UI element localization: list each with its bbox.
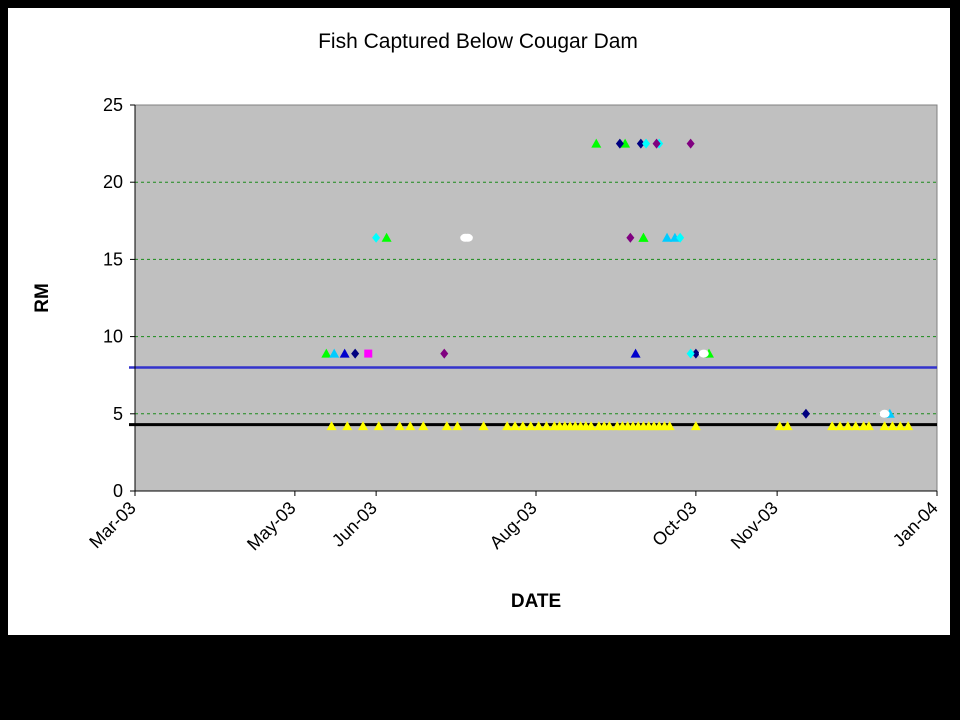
data-point-triangle (664, 421, 675, 431)
data-point-diamond (686, 138, 695, 149)
data-point-triangle (452, 421, 463, 431)
data-point-triangle (339, 348, 350, 358)
data-point-triangle (669, 232, 680, 242)
data-point-triangle (394, 421, 405, 431)
data-point-triangle (630, 348, 641, 358)
y-tick-label: 0 (113, 481, 123, 501)
x-tick-label: Oct-03 (648, 498, 700, 550)
data-point-triangle (502, 421, 513, 431)
data-point-triangle (604, 421, 615, 431)
data-point-circle (698, 349, 709, 358)
data-point-triangle (373, 421, 384, 431)
data-point-triangle (690, 421, 701, 431)
data-point-triangle (903, 421, 914, 431)
x-tick-label: May-03 (243, 498, 300, 555)
data-point-triangle (835, 421, 846, 431)
y-tick-label: 20 (103, 172, 123, 192)
data-point-diamond (636, 138, 645, 149)
data-point-triangle (782, 421, 793, 431)
data-point-circle (879, 409, 890, 418)
chart-panel: Fish Captured Below Cougar Dam 0 5 10 15 20 2… (8, 8, 950, 635)
scatter-chart: Fish Captured Below Cougar Dam 0 5 10 15 20 2… (32, 30, 942, 612)
data-point-triangle (381, 232, 392, 242)
data-point-diamond (642, 138, 651, 149)
data-point-triangle (774, 421, 785, 431)
data-point-triangle (329, 348, 340, 358)
data-point-circle (462, 233, 473, 242)
x-tick-label: Jan-04 (889, 498, 942, 551)
data-point-triangle (895, 421, 906, 431)
data-point-triangle (850, 421, 861, 431)
x-tick-label: Nov-03 (727, 498, 782, 553)
data-point-triangle (842, 421, 853, 431)
data-point-triangle (405, 421, 416, 431)
data-point-triangle (827, 421, 838, 431)
data-point-diamond (691, 348, 700, 359)
reference-lines (129, 366, 937, 427)
data-point-square (364, 349, 373, 358)
y-tick-label: 15 (103, 249, 123, 269)
y-tick-label: 10 (103, 327, 123, 347)
y-tick-label: 5 (113, 404, 123, 424)
data-point-triangle (887, 421, 898, 431)
y-tick-label: 25 (103, 95, 123, 115)
plot-area (134, 104, 938, 492)
data-point-diamond (676, 232, 685, 243)
data-point-triangle (591, 138, 602, 148)
data-point-triangle (321, 348, 332, 358)
data-point-triangle (510, 421, 521, 431)
data-point-triangle (342, 421, 353, 431)
x-tick-label: Aug-03 (486, 498, 541, 553)
data-point-diamond (801, 408, 810, 419)
data-point-diamond (440, 348, 449, 359)
data-point-triangle (863, 421, 874, 431)
data-point-diamond (626, 232, 635, 243)
data-point-diamond (615, 138, 624, 149)
data-point-triangle (418, 421, 429, 431)
data-point-triangle (326, 421, 337, 431)
data-point-triangle (441, 421, 452, 431)
data-point-triangle (533, 421, 544, 431)
data-point-diamond (686, 348, 695, 359)
data-point-triangle (662, 232, 673, 242)
y-axis-title: RM (32, 283, 53, 313)
data-point-triangle (478, 421, 489, 431)
chart-title: Fish Captured Below Cougar Dam (318, 30, 638, 53)
data-point-triangle (358, 421, 369, 431)
data-point-diamond (372, 232, 381, 243)
data-point-triangle (541, 421, 552, 431)
x-tick-label: Jun-03 (328, 498, 381, 551)
x-tick-label: Mar-03 (85, 498, 139, 552)
data-point-triangle (879, 421, 890, 431)
data-point-triangle (620, 138, 631, 148)
data-point-triangle (525, 421, 536, 431)
data-point-triangle (517, 421, 528, 431)
data-point-diamond (652, 138, 661, 149)
data-point-diamond (351, 348, 360, 359)
data-point-triangle (586, 421, 597, 431)
data-points (321, 138, 914, 431)
x-axis-title: DATE (511, 591, 561, 612)
data-point-triangle (638, 232, 649, 242)
